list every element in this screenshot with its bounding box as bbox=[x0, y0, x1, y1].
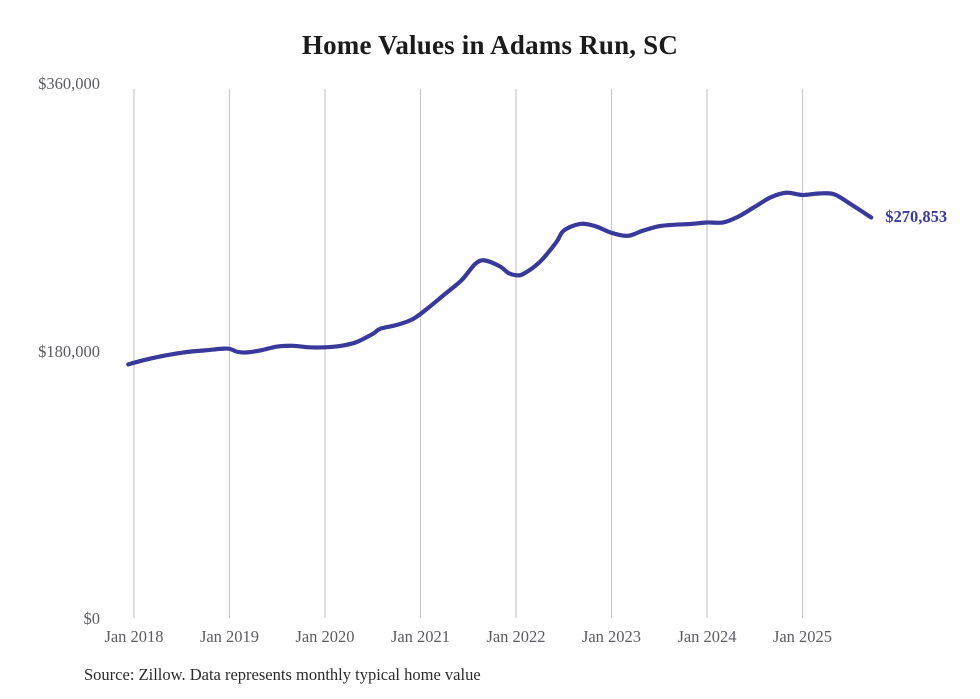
y-tick-label: $0 bbox=[83, 609, 101, 628]
x-tick-label-jan-2025: Jan 2025 bbox=[772, 627, 833, 646]
chart-title: Home Values in Adams Run, SC bbox=[301, 30, 679, 60]
endpoint-value-label: $270,853 bbox=[885, 207, 948, 227]
x-tick-label-jan-2020: Jan 2020 bbox=[295, 627, 355, 646]
gridlines-group bbox=[133, 89, 804, 618]
series-line-typical-home-value bbox=[126, 190, 874, 367]
y-tick-label: $360,000 bbox=[38, 74, 100, 93]
data-series-group bbox=[126, 190, 874, 367]
x-tick-label-jan-2018: Jan 2018 bbox=[104, 627, 164, 646]
source-note: Source: Zillow. Data represents monthly … bbox=[84, 665, 481, 684]
x-tick-label-jan-2022: Jan 2022 bbox=[486, 627, 546, 646]
x-tick-label-jan-2021: Jan 2021 bbox=[390, 627, 451, 646]
y-tick-label: $180,000 bbox=[38, 341, 100, 361]
x-tick-label-jan-2019: Jan 2019 bbox=[199, 627, 260, 646]
x-tick-label-jan-2024: Jan 2024 bbox=[677, 627, 737, 646]
x-tick-label-jan-2023: Jan 2023 bbox=[581, 627, 642, 646]
